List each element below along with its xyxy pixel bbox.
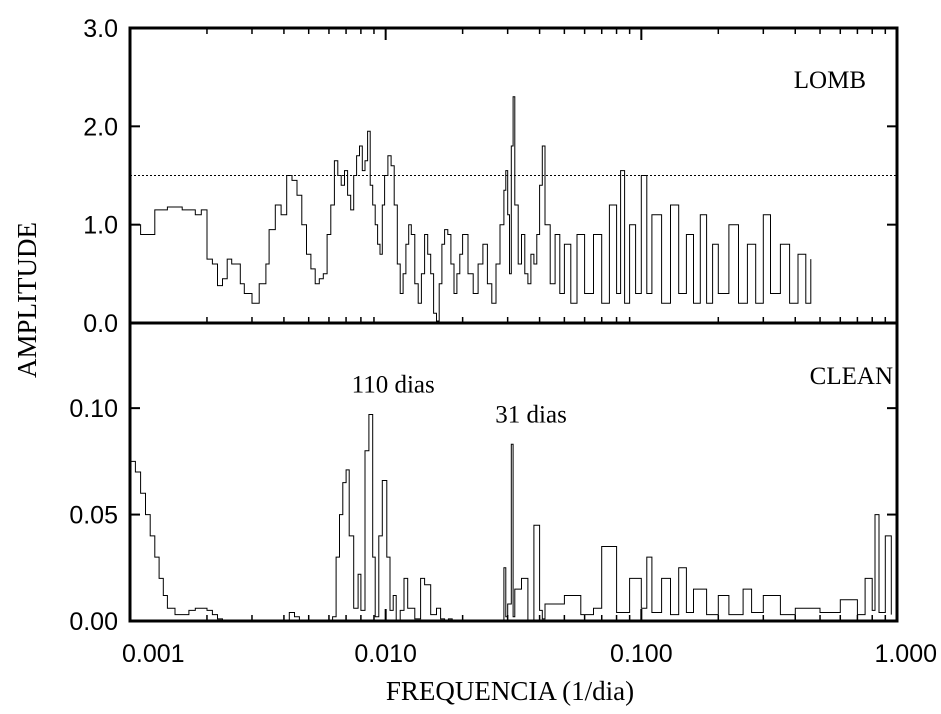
y-tick-label-lomb: 2.0 (83, 113, 118, 141)
series-lomb (130, 96, 812, 322)
y-tick-label-lomb: 3.0 (83, 15, 118, 43)
x-tick-label: 1.000 (874, 640, 937, 668)
y-tick-label-clean: 0.10 (69, 395, 118, 423)
plot-layer: 110 dias 31 dias (130, 96, 897, 622)
series-clean (130, 414, 892, 622)
x-tick-label: 0.001 (122, 640, 185, 668)
y-tick-label-clean: 0.00 (69, 608, 118, 636)
x-axis-title: FREQUENCIA (1/dia) (386, 676, 634, 706)
frame-layer (128, 26, 899, 623)
y-tick-label-clean: 0.05 (69, 502, 118, 530)
y-tick-label-lomb: 0.0 (83, 310, 118, 338)
y-tick-label-lomb: 1.0 (83, 212, 118, 240)
x-tick-label: 0.100 (610, 640, 673, 668)
panel-label-clean: CLEAN (810, 363, 893, 390)
annotation-label: 110 dias (352, 372, 435, 399)
tick-layer: 0.0 1.0 2.0 3.0 0.00 0.05 0.10 0.001 0.010 0.100 1… (69, 15, 937, 668)
panel-label-lomb: LOMB (794, 67, 866, 94)
x-tick-label: 0.010 (354, 640, 417, 668)
y-axis-title: AMPLITUDE (12, 222, 42, 378)
annotation-label: 31 dias (495, 401, 567, 428)
